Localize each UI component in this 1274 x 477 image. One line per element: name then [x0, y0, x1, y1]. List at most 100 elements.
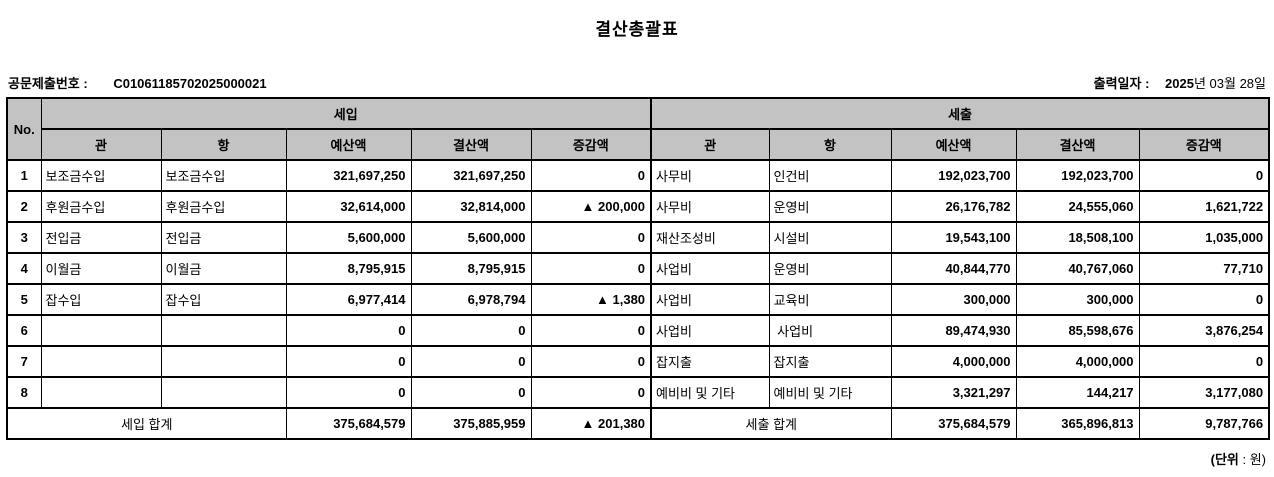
expense-budget-cell: 300,000: [890, 283, 1017, 316]
expense-gwan-cell: 예비비 및 기타: [650, 376, 770, 409]
row-number: 6: [6, 314, 42, 347]
section-header-expense: 세출: [650, 97, 1270, 130]
row-number: 2: [6, 190, 42, 223]
expense-hang-cell: 시설비: [768, 221, 892, 254]
col-header-expense-hang: 항: [768, 128, 892, 161]
expense-settlement-cell: 300,000: [1015, 283, 1140, 316]
unit-note-rest: : 원): [1238, 452, 1266, 467]
col-header-income-hang: 항: [160, 128, 287, 161]
table-row: 1 보조금수입 보조금수입 321,697,250 321,697,250 0 …: [6, 159, 1270, 192]
table-row: 8 0 0 0 예비비 및 기타 예비비 및 기타 3,321,297 144,…: [6, 376, 1270, 409]
income-delta-cell: 0: [530, 376, 653, 409]
expense-total-settlement: 365,896,813: [1015, 407, 1140, 440]
income-settlement-cell: 0: [410, 376, 532, 409]
row-number: 3: [6, 221, 42, 254]
col-header-income-gwan: 관: [40, 128, 162, 161]
col-header-no: No.: [6, 97, 42, 161]
income-delta-cell: ▲ 200,000: [530, 190, 653, 223]
page-title: 결산총괄표: [595, 20, 679, 39]
row-number: 8: [6, 376, 42, 409]
expense-delta-cell: 1,035,000: [1138, 221, 1270, 254]
income-total-label: 세입 합계: [6, 407, 287, 440]
table-row: 6 0 0 0 사업비 사업비 89,474,930 85,598,676 3,…: [6, 314, 1270, 347]
expense-budget-cell: 4,000,000: [890, 345, 1017, 378]
section-header-income: 세입: [40, 97, 653, 130]
row-number: 4: [6, 252, 42, 285]
income-hang-cell: 이월금: [160, 252, 287, 285]
income-hang-cell: 보조금수입: [160, 159, 287, 192]
table-row: 7 0 0 0 잡지출 잡지출 4,000,000 4,000,000 0: [6, 345, 1270, 378]
income-total-delta: ▲ 201,380: [530, 407, 653, 440]
income-delta-cell: 0: [530, 159, 653, 192]
expense-hang-cell: 잡지출: [768, 345, 892, 378]
income-delta-cell: 0: [530, 314, 653, 347]
income-budget-cell: 0: [285, 376, 412, 409]
income-budget-cell: 321,697,250: [285, 159, 412, 192]
table-header: No. 세입 세출 관 항 예산액 결산액 증감액 관 항 예산액 결산액 증감…: [6, 97, 1270, 161]
income-budget-cell: 32,614,000: [285, 190, 412, 223]
expense-hang-cell: 교육비: [768, 283, 892, 316]
expense-delta-cell: 1,621,722: [1138, 190, 1270, 223]
print-date-group: 출력일자 : 2025년 03월 28일: [1094, 73, 1266, 92]
income-gwan-cell: 전입금: [40, 221, 162, 254]
unit-note-bold: (단위: [1210, 452, 1239, 467]
expense-settlement-cell: 24,555,060: [1015, 190, 1140, 223]
totals-row: 세입 합계 375,684,579 375,885,959 ▲ 201,380 …: [6, 407, 1270, 440]
expense-settlement-cell: 40,767,060: [1015, 252, 1140, 285]
doc-number-value: C01061185702025000021: [113, 76, 267, 91]
income-total-budget: 375,684,579: [285, 407, 412, 440]
income-settlement-cell: 0: [410, 314, 532, 347]
income-total-settlement: 375,885,959: [410, 407, 532, 440]
print-date-year: 2025: [1165, 76, 1194, 91]
table-row: 2 후원금수입 후원금수입 32,614,000 32,814,000 ▲ 20…: [6, 190, 1270, 223]
col-header-income-settlement: 결산액: [410, 128, 532, 161]
table-totals: 세입 합계 375,684,579 375,885,959 ▲ 201,380 …: [6, 407, 1270, 440]
expense-settlement-cell: 144,217: [1015, 376, 1140, 409]
income-gwan-cell: [40, 345, 162, 378]
expense-delta-cell: 0: [1138, 345, 1270, 378]
income-budget-cell: 5,600,000: [285, 221, 412, 254]
income-delta-cell: ▲ 1,380: [530, 283, 653, 316]
doc-number-label: 공문제출번호 :: [8, 76, 88, 91]
expense-budget-cell: 40,844,770: [890, 252, 1017, 285]
income-settlement-cell: 5,600,000: [410, 221, 532, 254]
income-hang-cell: [160, 345, 287, 378]
expense-gwan-cell: 사업비: [650, 283, 770, 316]
row-number: 7: [6, 345, 42, 378]
income-hang-cell: [160, 376, 287, 409]
expense-gwan-cell: 사업비: [650, 314, 770, 347]
income-budget-cell: 8,795,915: [285, 252, 412, 285]
col-header-expense-settlement: 결산액: [1015, 128, 1140, 161]
income-gwan-cell: [40, 376, 162, 409]
col-header-expense-budget: 예산액: [890, 128, 1017, 161]
expense-delta-cell: 0: [1138, 159, 1270, 192]
table-row: 3 전입금 전입금 5,600,000 5,600,000 0 재산조성비 시설…: [6, 221, 1270, 254]
expense-delta-cell: 3,177,080: [1138, 376, 1270, 409]
table-body: 1 보조금수입 보조금수입 321,697,250 321,697,250 0 …: [6, 159, 1270, 409]
income-delta-cell: 0: [530, 252, 653, 285]
income-budget-cell: 0: [285, 345, 412, 378]
expense-settlement-cell: 192,023,700: [1015, 159, 1140, 192]
col-header-income-delta: 증감액: [530, 128, 653, 161]
expense-total-delta: 9,787,766: [1138, 407, 1270, 440]
unit-note: (단위 : 원): [0, 449, 1266, 468]
income-settlement-cell: 8,795,915: [410, 252, 532, 285]
income-delta-cell: 0: [530, 221, 653, 254]
table-row: 4 이월금 이월금 8,795,915 8,795,915 0 사업비 운영비 …: [6, 252, 1270, 285]
row-number: 1: [6, 159, 42, 192]
expense-hang-cell: 사업비: [768, 314, 892, 347]
income-hang-cell: [160, 314, 287, 347]
income-settlement-cell: 32,814,000: [410, 190, 532, 223]
meta-row: 공문제출번호 : C01061185702025000021 출력일자 : 20…: [8, 73, 1266, 92]
print-date-rest: 년 03월 28일: [1193, 76, 1266, 91]
income-budget-cell: 6,977,414: [285, 283, 412, 316]
print-date-label: 출력일자 :: [1093, 76, 1150, 91]
income-gwan-cell: 후원금수입: [40, 190, 162, 223]
settlement-summary-table: No. 세입 세출 관 항 예산액 결산액 증감액 관 항 예산액 결산액 증감…: [6, 97, 1271, 440]
income-hang-cell: 전입금: [160, 221, 287, 254]
col-header-income-budget: 예산액: [285, 128, 412, 161]
expense-budget-cell: 192,023,700: [890, 159, 1017, 192]
expense-budget-cell: 26,176,782: [890, 190, 1017, 223]
row-number: 5: [6, 283, 42, 316]
